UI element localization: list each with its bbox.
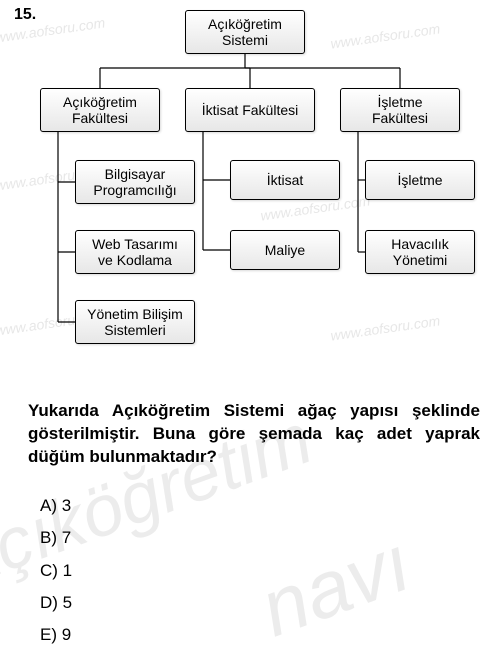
option-D[interactable]: D) 5 [40, 587, 72, 619]
tree-node-p1: BilgisayarProgramcılığı [75, 160, 195, 204]
tree-node-p2: Web Tasarımıve Kodlama [75, 230, 195, 274]
answer-options: A) 3B) 7C) 1D) 5E) 9 [40, 490, 72, 651]
tree-node-p7: HavacılıkYönetimi [365, 230, 475, 274]
tree-node-fac3: İşletmeFakültesi [340, 88, 460, 132]
tree-diagram: AçıköğretimSistemi AçıköğretimFakültesi İk… [20, 10, 480, 380]
tree-node-fac2: İktisat Fakültesi [185, 88, 315, 132]
tree-node-p3: Yönetim BilişimSistemleri [75, 300, 195, 344]
tree-node-p5: Maliye [230, 230, 340, 270]
tree-node-p4: İktisat [230, 160, 340, 200]
tree-node-p6: İşletme [365, 160, 475, 200]
option-B[interactable]: B) 7 [40, 522, 72, 554]
tree-node-root: AçıköğretimSistemi [185, 10, 305, 54]
question-text: Yukarıda Açıköğretim Sistemi ağaç yapısı… [28, 400, 480, 469]
option-A[interactable]: A) 3 [40, 490, 72, 522]
big-watermark-2: navı [249, 517, 423, 655]
option-C[interactable]: C) 1 [40, 555, 72, 587]
tree-node-fac1: AçıköğretimFakültesi [40, 88, 160, 132]
option-E[interactable]: E) 9 [40, 619, 72, 651]
